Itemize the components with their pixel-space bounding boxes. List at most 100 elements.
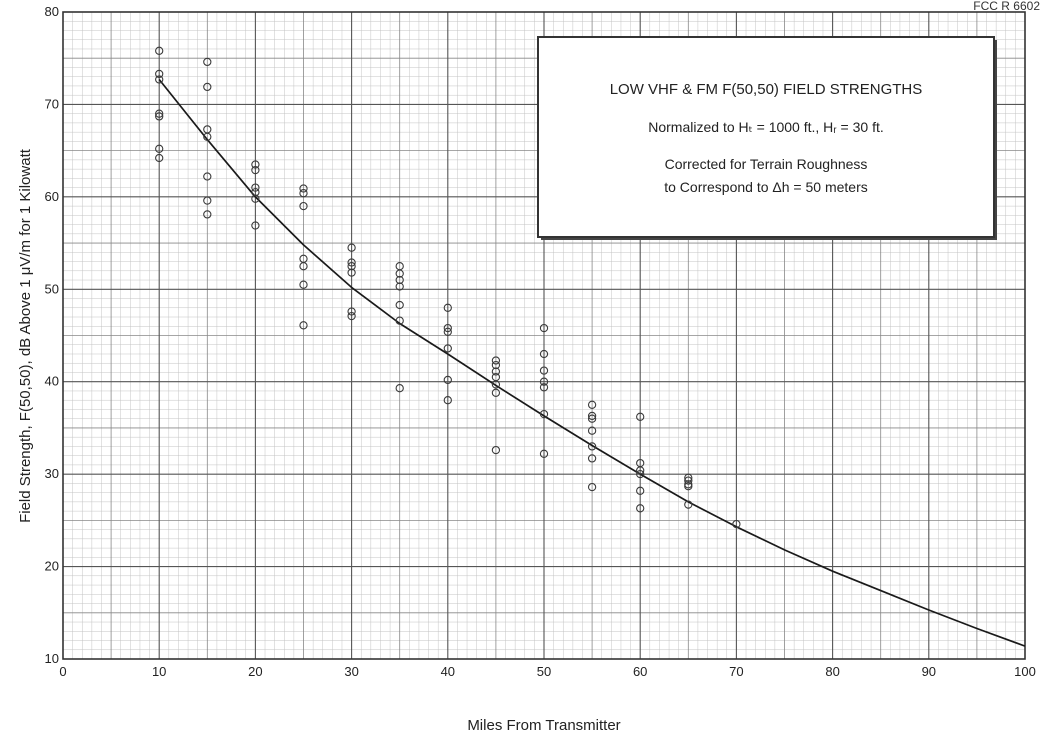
title-box: LOW VHF & FM F(50,50) FIELD STRENGTHS No… [537, 36, 997, 240]
x-tick-label: 100 [1014, 664, 1036, 679]
y-tick-label: 50 [45, 281, 59, 296]
y-tick-label: 10 [45, 651, 59, 666]
data-point [203, 82, 212, 92]
x-tick-label: 0 [59, 664, 66, 679]
data-point [684, 500, 693, 509]
data-point [299, 189, 308, 198]
data-point [251, 165, 260, 175]
data-point [587, 426, 597, 435]
title-box-title: LOW VHF & FM F(50,50) FIELD STRENGTHS [610, 81, 923, 98]
data-point [636, 466, 645, 475]
data-point [491, 445, 501, 455]
data-point [347, 311, 356, 321]
data-point [587, 482, 597, 492]
data-point [203, 210, 212, 219]
y-tick-label: 60 [45, 189, 59, 204]
data-point [587, 454, 597, 463]
data-point [155, 112, 164, 121]
x-axis-title: Miles From Transmitter [467, 717, 620, 734]
data-point [395, 275, 404, 285]
y-tick-labels: 10 20 30 40 50 60 70 80 [45, 4, 59, 666]
y-tick-label: 70 [45, 96, 59, 111]
data-point [491, 360, 501, 370]
title-box-terrain: to Correspond to Δh = 50 meters [664, 179, 868, 195]
fit-curve-layer [158, 78, 1025, 647]
data-point [684, 482, 693, 491]
data-point [587, 414, 597, 423]
data-point [347, 262, 356, 271]
corner-id: FCC R 6602 [973, 0, 1040, 13]
data-point [251, 194, 260, 203]
data-point [587, 442, 597, 451]
y-tick-label: 40 [45, 374, 59, 389]
data-point [587, 400, 597, 409]
data-point [203, 132, 212, 141]
data-point [443, 396, 452, 405]
data-point [395, 282, 404, 291]
data-point [347, 243, 356, 252]
data-point [299, 184, 308, 193]
data-point [347, 268, 356, 277]
data-point [299, 321, 308, 330]
x-tick-labels: 0 10 20 30 40 50 60 70 80 90 100 [59, 664, 1035, 679]
data-point [443, 375, 452, 385]
data-point [491, 380, 501, 389]
data-point [299, 280, 308, 289]
data-point [539, 377, 549, 386]
data-point [539, 349, 549, 359]
x-tick-label: 30 [344, 664, 358, 679]
x-tick-label: 50 [537, 664, 551, 679]
title-box-panel [537, 36, 995, 238]
data-point [155, 46, 164, 55]
data-point [155, 75, 164, 84]
data-point [587, 411, 597, 421]
data-point [539, 366, 549, 375]
x-tick-label: 20 [248, 664, 262, 679]
data-point [539, 409, 549, 419]
data-point [203, 196, 212, 205]
x-tick-label: 40 [441, 664, 455, 679]
data-point [203, 57, 212, 67]
y-axis-title: Field Strength, F(50,50), dB Above 1 μV/… [17, 148, 34, 523]
data-point [203, 172, 212, 181]
data-point [251, 188, 260, 197]
data-point [155, 109, 164, 118]
data-point [251, 160, 260, 169]
x-tick-label: 70 [729, 664, 743, 679]
data-point [491, 356, 501, 365]
title-box-correction: Corrected for Terrain Roughness [665, 156, 868, 172]
data-point [395, 269, 404, 278]
data-point [395, 316, 404, 325]
data-point [395, 384, 404, 393]
x-tick-label: 80 [825, 664, 839, 679]
data-point [251, 183, 260, 192]
data-point [347, 307, 356, 316]
data-point [443, 344, 452, 353]
y-tick-label: 30 [45, 466, 59, 481]
x-tick-label: 10 [152, 664, 166, 679]
x-tick-label: 60 [633, 664, 647, 679]
data-point [684, 476, 693, 485]
data-point [155, 153, 164, 163]
data-point [636, 469, 645, 479]
data-point [299, 262, 308, 271]
data-point [491, 367, 501, 376]
data-point [347, 258, 356, 267]
data-point [443, 327, 452, 336]
data-point [251, 221, 260, 230]
data-point [539, 449, 549, 458]
data-point [155, 69, 164, 79]
data-points-layer [155, 46, 741, 529]
data-point [491, 388, 501, 397]
x-tick-label: 90 [922, 664, 936, 679]
plot-frame [62, 11, 1026, 660]
data-point [443, 303, 452, 312]
fit-curve [158, 78, 1025, 647]
data-point [299, 201, 308, 211]
data-point [636, 412, 645, 421]
title-box-normalization: Normalized to Hₜ = 1000 ft., Hᵣ = 30 ft. [648, 119, 883, 135]
data-point [539, 323, 549, 333]
data-point [684, 473, 693, 482]
y-tick-label: 20 [45, 559, 59, 574]
